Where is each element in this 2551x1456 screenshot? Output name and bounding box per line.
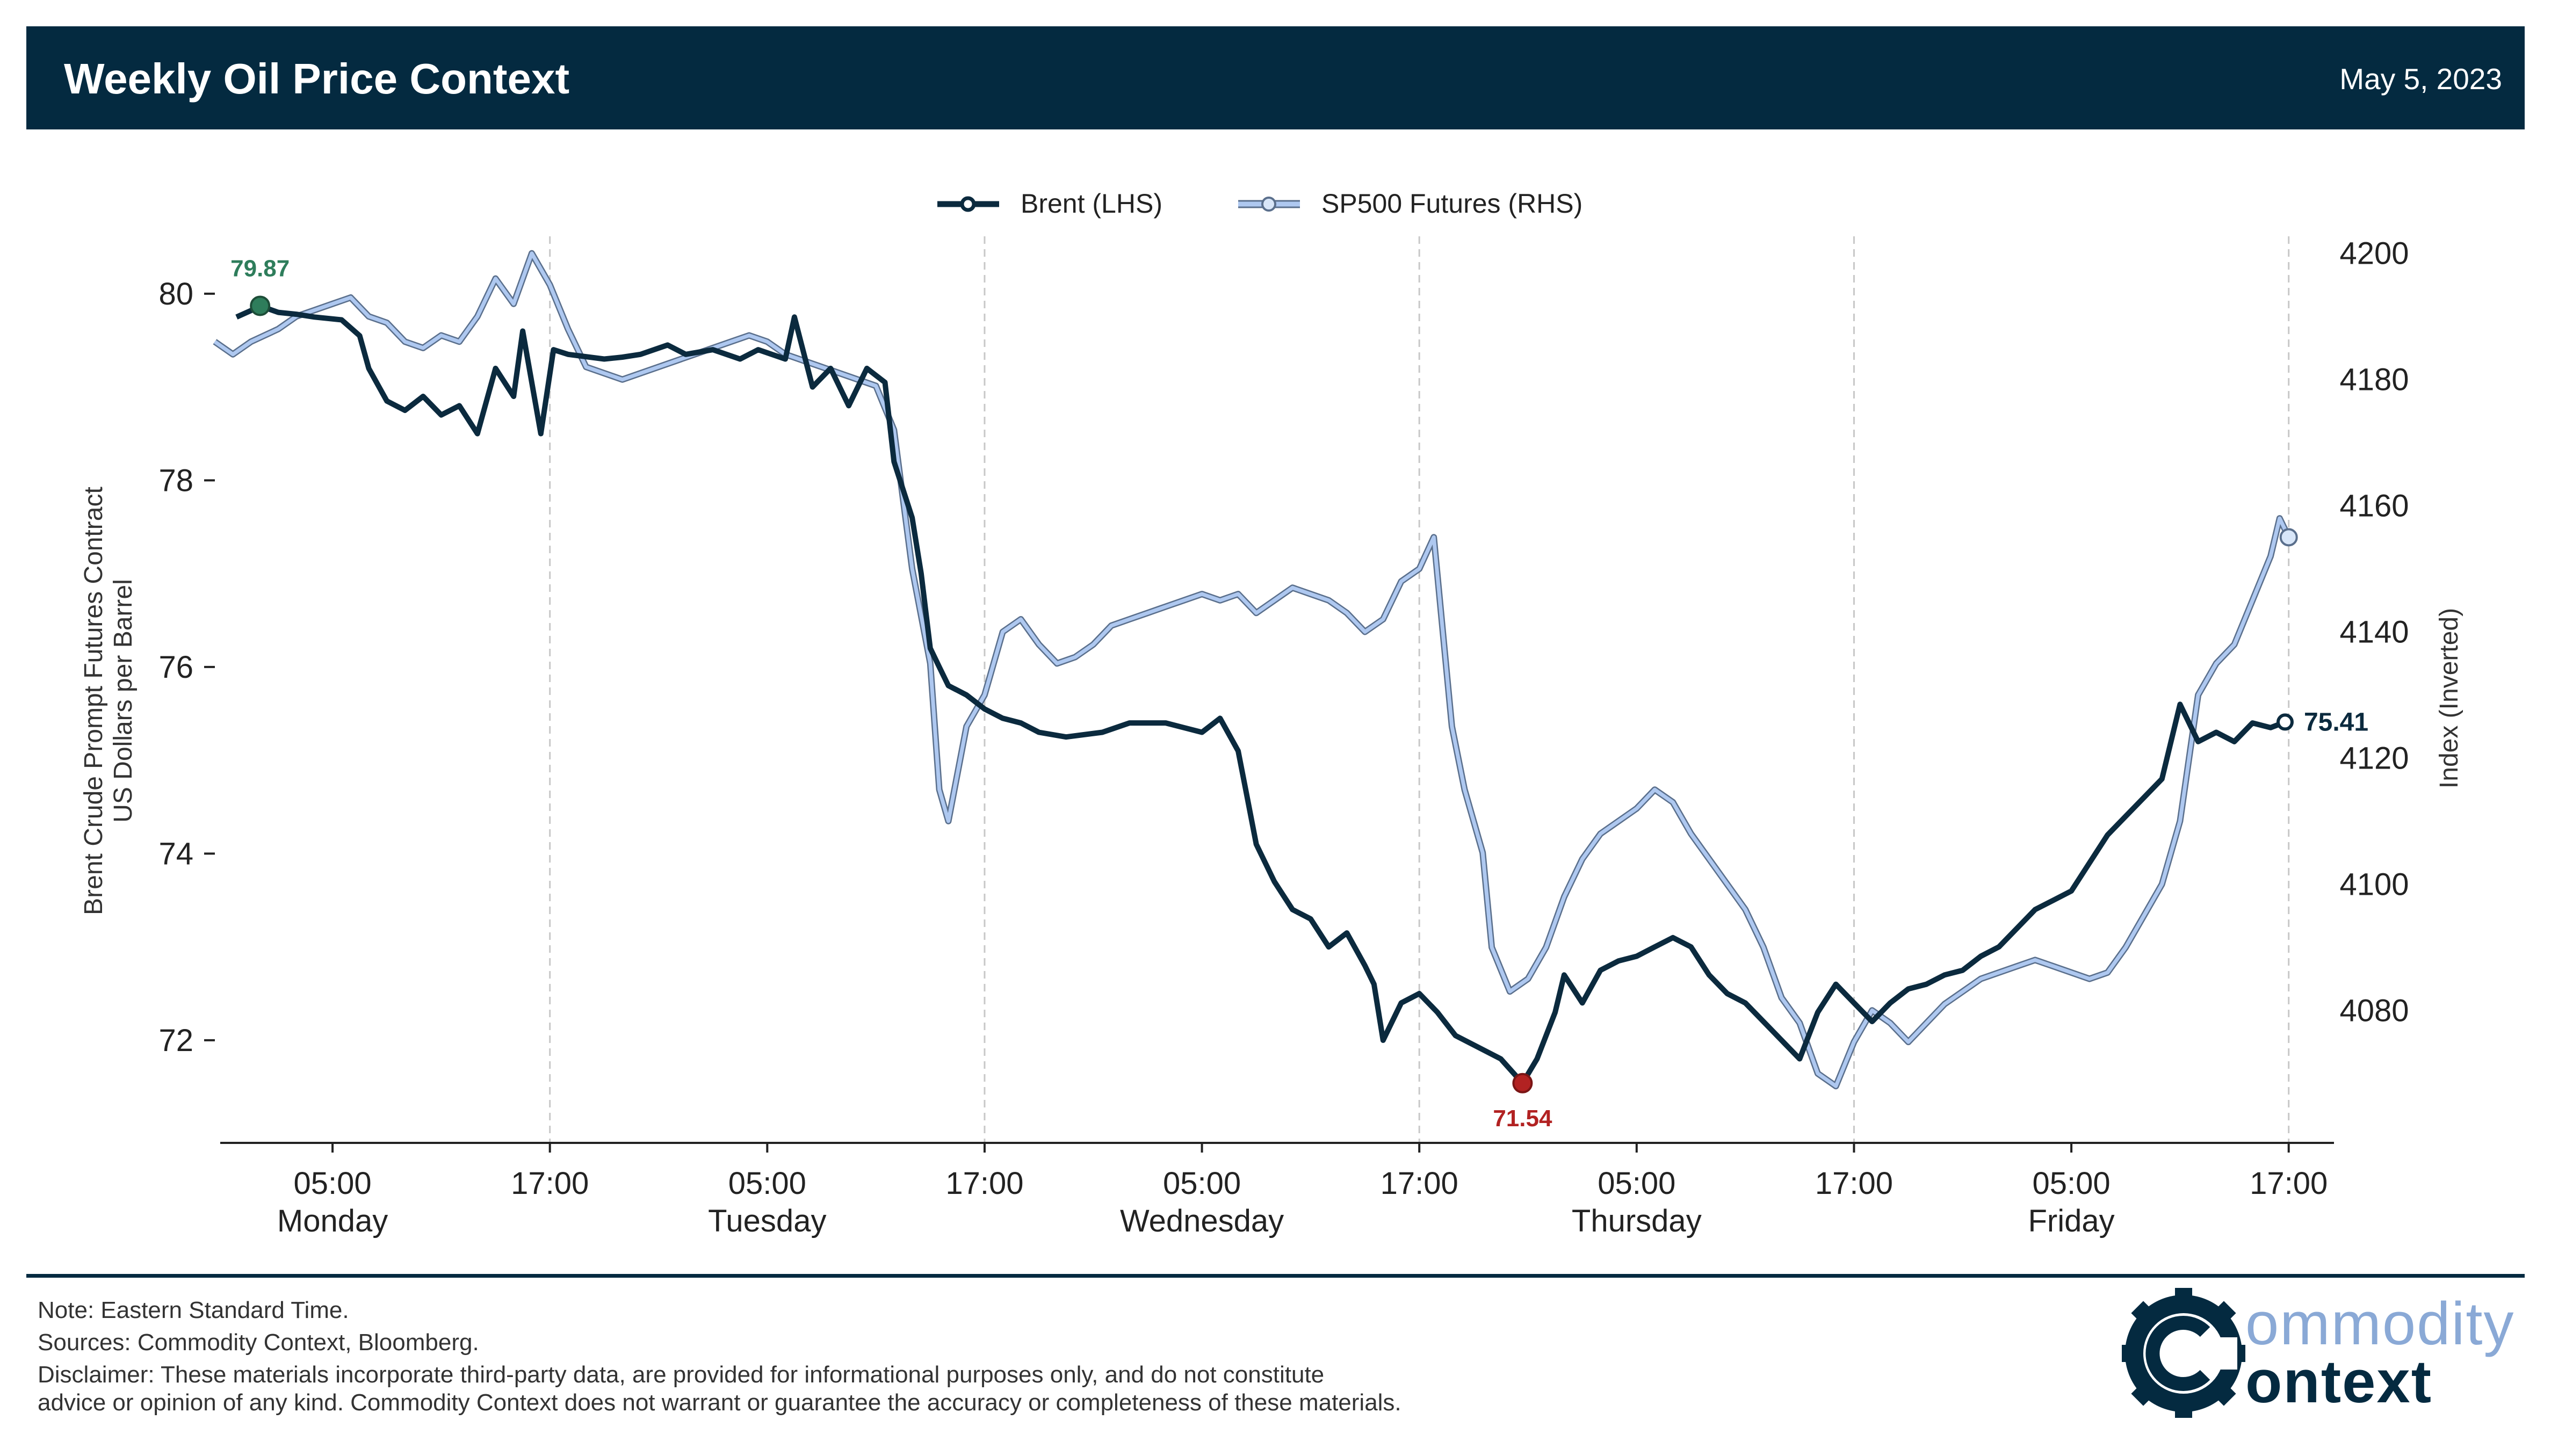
- x-tick-label: 05:00: [1163, 1166, 1241, 1201]
- note-disclaimer-1: Disclaimer: These materials incorporate …: [38, 1361, 1325, 1388]
- left-tick-label: 74: [158, 836, 193, 871]
- legend-sp500-marker: [1261, 197, 1276, 212]
- logo-text-line2: ontext: [2245, 1348, 2432, 1415]
- min-label: 71.54: [1493, 1105, 1552, 1132]
- sp500-last-marker: [2279, 528, 2298, 547]
- legend-sp500-label: SP500 Futures (RHS): [1321, 189, 1582, 219]
- right-axis-title: Index (Inverted): [2435, 608, 2463, 788]
- x-day-label: Tuesday: [708, 1204, 826, 1238]
- min-marker: [1512, 1073, 1533, 1093]
- x-tick-label: 17:00: [1381, 1166, 1458, 1201]
- max-label: 79.87: [230, 255, 290, 281]
- right-tick-label: 4180: [2339, 363, 2409, 397]
- right-tick-label: 4120: [2339, 741, 2409, 776]
- brent-line: [235, 303, 2286, 1086]
- right-tick-label: 4080: [2339, 993, 2409, 1028]
- left-tick-label: 78: [158, 463, 193, 498]
- left-tick-label: 76: [158, 650, 193, 685]
- header-bar: Weekly Oil Price Context May 5, 2023: [26, 26, 2525, 129]
- x-day-label: Wednesday: [1120, 1204, 1284, 1238]
- legend: Brent (LHS) SP500 Futures (RHS): [937, 189, 1582, 219]
- left-axis-title-line2: US Dollars per Barrel: [109, 579, 138, 822]
- max-marker: [250, 295, 271, 316]
- note-sources: Sources: Commodity Context, Bloomberg.: [38, 1329, 479, 1356]
- x-day-label: Friday: [2028, 1204, 2114, 1238]
- x-day-label: Monday: [277, 1204, 388, 1238]
- sp500-series: [213, 250, 2298, 1090]
- legend-brent-label: Brent (LHS): [1021, 189, 1162, 219]
- note-timezone: Note: Eastern Standard Time.: [38, 1297, 349, 1323]
- report-date: May 5, 2023: [2339, 62, 2502, 96]
- x-tick-label: 05:00: [2032, 1166, 2110, 1201]
- brent-series: [235, 303, 2286, 1086]
- x-tick-label: 17:00: [511, 1166, 589, 1201]
- note-disclaimer-2: advice or opinion of any kind. Commodity…: [38, 1389, 1401, 1416]
- right-tick-label: 4140: [2339, 615, 2409, 650]
- x-tick-label: 17:00: [1815, 1166, 1893, 1201]
- legend-brent-marker: [960, 196, 976, 212]
- right-tick-label: 4200: [2339, 236, 2409, 271]
- footer-divider: [26, 1274, 2525, 1278]
- right-tick-label: 4160: [2339, 489, 2409, 524]
- x-tick-label: 17:00: [2250, 1166, 2328, 1201]
- right-tick-label: 4100: [2339, 867, 2409, 902]
- commodity-context-logo: ommodity ontext: [2122, 1284, 2513, 1423]
- left-axis-title-line1: Brent Crude Prompt Futures Contract: [80, 487, 108, 915]
- annotations: 79.87 71.54 75.41: [230, 255, 2368, 1131]
- last-label: 75.41: [2304, 708, 2368, 736]
- x-tick-label: 05:00: [293, 1166, 371, 1201]
- left-tick-label: 72: [158, 1023, 193, 1058]
- gear-c-icon: [2122, 1288, 2245, 1418]
- last-marker: [2276, 713, 2294, 731]
- x-tick-label: 05:00: [728, 1166, 806, 1201]
- footnotes: Note: Eastern Standard Time. Sources: Co…: [38, 1294, 1401, 1419]
- x-tick-label: 17:00: [945, 1166, 1023, 1201]
- x-tick-label: 05:00: [1598, 1166, 1675, 1201]
- logo-text-line1: ommodity: [2245, 1290, 2515, 1357]
- page-title: Weekly Oil Price Context: [64, 55, 570, 103]
- left-tick-label: 80: [158, 277, 193, 312]
- x-day-label: Thursday: [1572, 1204, 1702, 1238]
